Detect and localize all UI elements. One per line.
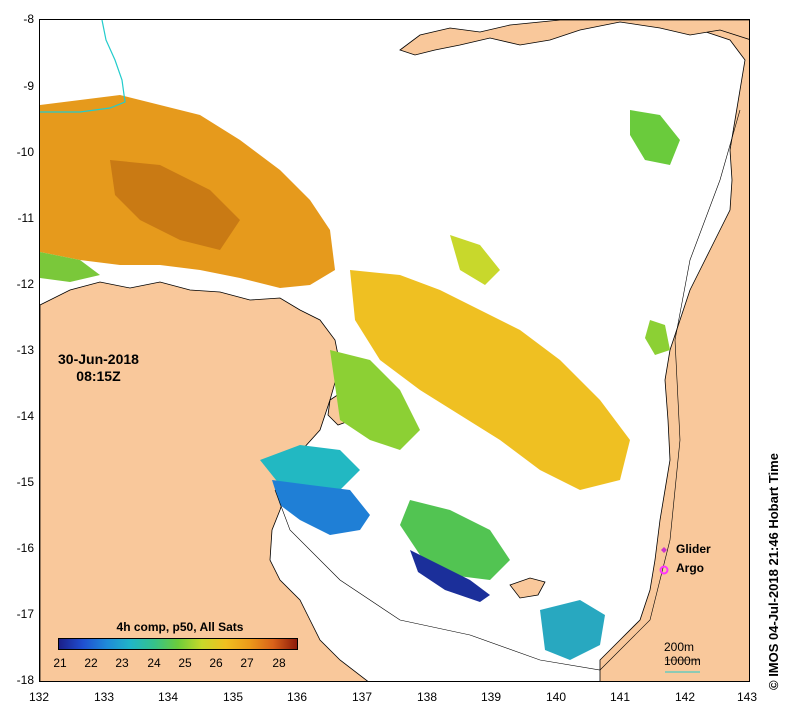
y-tick-label: -10 <box>16 145 34 159</box>
time-text: 08:15Z <box>76 368 121 384</box>
river-line <box>40 20 126 113</box>
argo-symbol-icon <box>659 565 669 575</box>
y-tick-label: -17 <box>16 607 34 621</box>
x-tick-label: 135 <box>222 690 244 704</box>
colorbar-tick: 26 <box>209 656 223 670</box>
colorbar-tick: 27 <box>240 656 254 670</box>
x-tick-label: 142 <box>674 690 696 704</box>
x-tick-label: 133 <box>93 690 115 704</box>
y-tick-label: -8 <box>23 12 34 26</box>
glider-legend-label: Glider <box>676 542 711 556</box>
sst-patch-central-green <box>330 350 420 450</box>
y-tick-label: -9 <box>23 79 34 93</box>
land-mornington <box>509 577 546 599</box>
y-tick-label: -14 <box>16 409 34 423</box>
platform-legend <box>659 547 669 575</box>
y-tick-label: -15 <box>16 475 34 489</box>
sst-patch-south-darkblue <box>410 550 490 602</box>
legend-title: 4h comp, p50, All Sats <box>116 620 244 634</box>
map-frame <box>39 19 750 682</box>
sst-map <box>40 20 749 681</box>
date-time-label: 30-Jun-2018 08:15Z <box>58 351 139 385</box>
x-tick-label: 138 <box>416 690 438 704</box>
x-tick-label: 137 <box>351 690 373 704</box>
x-tick-label: 132 <box>28 690 50 704</box>
y-tick-label: -11 <box>17 211 34 225</box>
y-tick-label: -12 <box>16 277 34 291</box>
credit-text: © IMOS 04-Jul-2018 21:46 Hobart Time <box>766 453 781 690</box>
colorbar-tick: 28 <box>272 656 286 670</box>
depth-1000-label: 1000m <box>664 654 701 668</box>
y-tick-label: -18 <box>16 673 34 687</box>
colorbar-tick: 23 <box>115 656 129 670</box>
sst-patch-northwest-core <box>110 160 240 250</box>
colorbar-tick: 24 <box>147 656 161 670</box>
land-new-guinea <box>399 20 749 56</box>
sst-patch-south-green <box>400 500 510 580</box>
sst-patch-north-yellow <box>450 235 500 285</box>
land-cape-york <box>599 20 749 681</box>
sst-patch-central <box>350 270 630 490</box>
sst-patch-southwest-blue <box>272 480 370 535</box>
colorbar <box>58 638 298 650</box>
colorbar-tick: 22 <box>84 656 98 670</box>
x-tick-label: 136 <box>286 690 308 704</box>
depth-200-label: 200m <box>664 640 695 654</box>
x-tick-label: 143 <box>736 690 758 704</box>
sst-layer <box>40 95 680 660</box>
x-tick-label: 139 <box>480 690 502 704</box>
y-tick-label: -16 <box>16 541 34 555</box>
sst-patch-gulf-south <box>540 600 605 660</box>
argo-legend-label: Argo <box>676 561 704 575</box>
sst-patch-northwest-green <box>40 252 100 282</box>
colorbar-tick: 21 <box>53 656 67 670</box>
date-text: 30-Jun-2018 <box>58 351 139 367</box>
sst-patch-east-green <box>630 110 680 165</box>
colorbar-tick: 25 <box>178 656 192 670</box>
sst-patch-east-small <box>645 320 670 355</box>
contour-200m <box>274 109 741 671</box>
x-tick-label: 134 <box>157 690 179 704</box>
glider-symbol-icon <box>661 547 667 553</box>
x-tick-label: 141 <box>609 690 631 704</box>
y-tick-label: -13 <box>16 343 34 357</box>
x-tick-label: 140 <box>545 690 567 704</box>
